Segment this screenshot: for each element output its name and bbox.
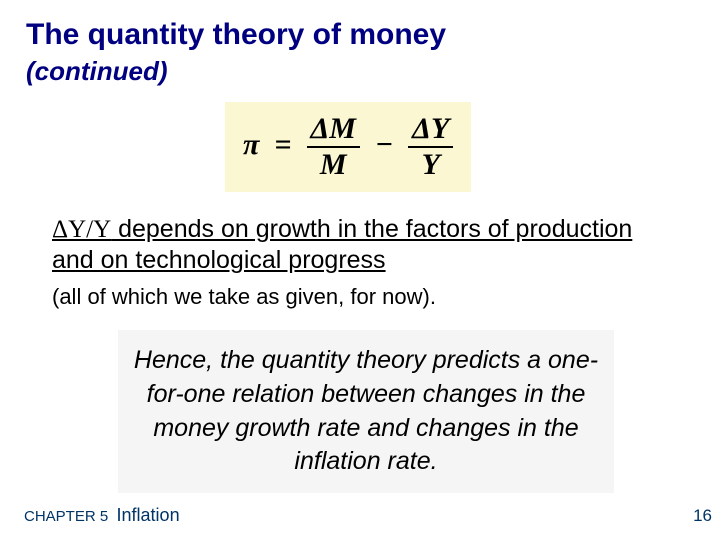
equation: π = ΔM M − ΔY Y	[243, 128, 453, 161]
body-line-1: depends on growth in the factors of prod…	[52, 215, 632, 274]
denominator-m: M	[307, 148, 360, 182]
equation-box: π = ΔM M − ΔY Y	[225, 102, 471, 192]
minus-sign: −	[375, 128, 393, 161]
numerator-dy: ΔY	[408, 112, 453, 148]
slide-title: The quantity theory of money	[26, 18, 446, 52]
denominator-y: Y	[408, 148, 453, 182]
page-number: 16	[693, 506, 712, 526]
pi-symbol: π	[243, 128, 259, 161]
lead-symbol: ΔY/Y	[52, 216, 111, 243]
chapter-footer: CHAPTER 5 Inflation	[24, 505, 180, 526]
equals-sign: =	[274, 128, 291, 161]
callout-box: Hence, the quantity theory predicts a on…	[118, 330, 614, 493]
slide-subtitle: (continued)	[26, 56, 168, 87]
body-text-1: ΔY/Y depends on growth in the factors of…	[52, 214, 652, 277]
fraction-dm-m: ΔM M	[307, 112, 360, 182]
body-text-2: (all of which we take as given, for now)…	[52, 284, 652, 310]
fraction-dy-y: ΔY Y	[408, 112, 453, 182]
chapter-title: Inflation	[117, 505, 180, 525]
numerator-dm: ΔM	[307, 112, 360, 148]
chapter-label: CHAPTER 5	[24, 508, 108, 525]
